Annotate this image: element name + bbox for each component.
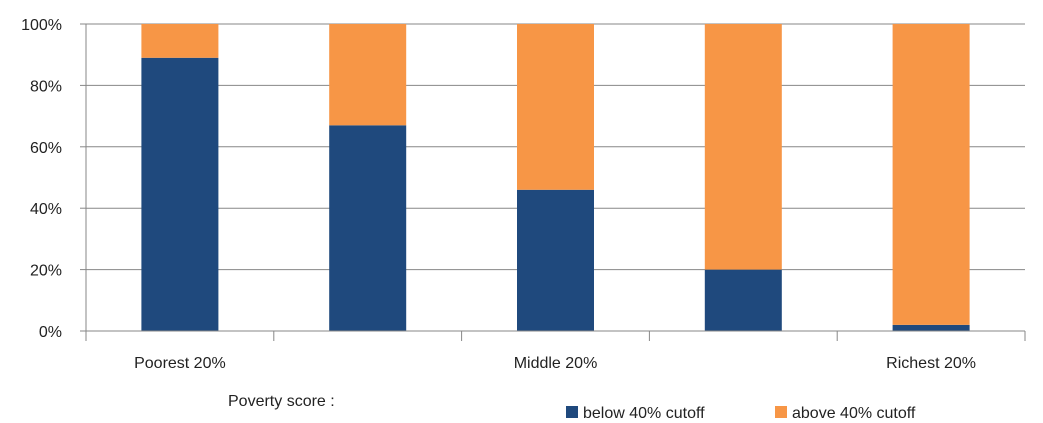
legend-swatch <box>566 406 578 418</box>
y-tick-label: 20% <box>30 263 62 280</box>
x-tick-label: Poorest 20% <box>134 355 226 372</box>
bar-segment <box>892 24 970 325</box>
bar-segment <box>141 57 219 332</box>
y-tick-label: 100% <box>21 17 62 34</box>
bar-segment <box>141 24 219 58</box>
y-tick-label: 80% <box>30 78 62 95</box>
x-tick-label: Richest 20% <box>886 355 976 372</box>
bars <box>141 24 970 332</box>
legend-label: above 40% cutoff <box>792 405 916 422</box>
legend-label: below 40% cutoff <box>583 405 705 422</box>
y-tick-label: 60% <box>30 140 62 157</box>
legend-swatch <box>775 406 787 418</box>
bar-segment <box>704 24 782 270</box>
bar-segment <box>892 324 970 331</box>
legend: below 40% cutoff above 40% cutoff <box>566 405 916 422</box>
bar-segment <box>517 24 594 190</box>
bar-segment <box>329 24 407 126</box>
y-tick-label: 0% <box>39 324 62 341</box>
bar-segment <box>329 125 407 331</box>
x-tick-label: Middle 20% <box>514 355 598 372</box>
x-axis-title: Poverty score : <box>228 393 335 410</box>
axes: 0% 20% 40% 60% 80% 100% Poorest 20% Middle 20% R… <box>21 17 1026 372</box>
bar-segment <box>517 189 594 331</box>
y-tick-label: 40% <box>30 201 62 218</box>
bar-segment <box>704 269 782 331</box>
